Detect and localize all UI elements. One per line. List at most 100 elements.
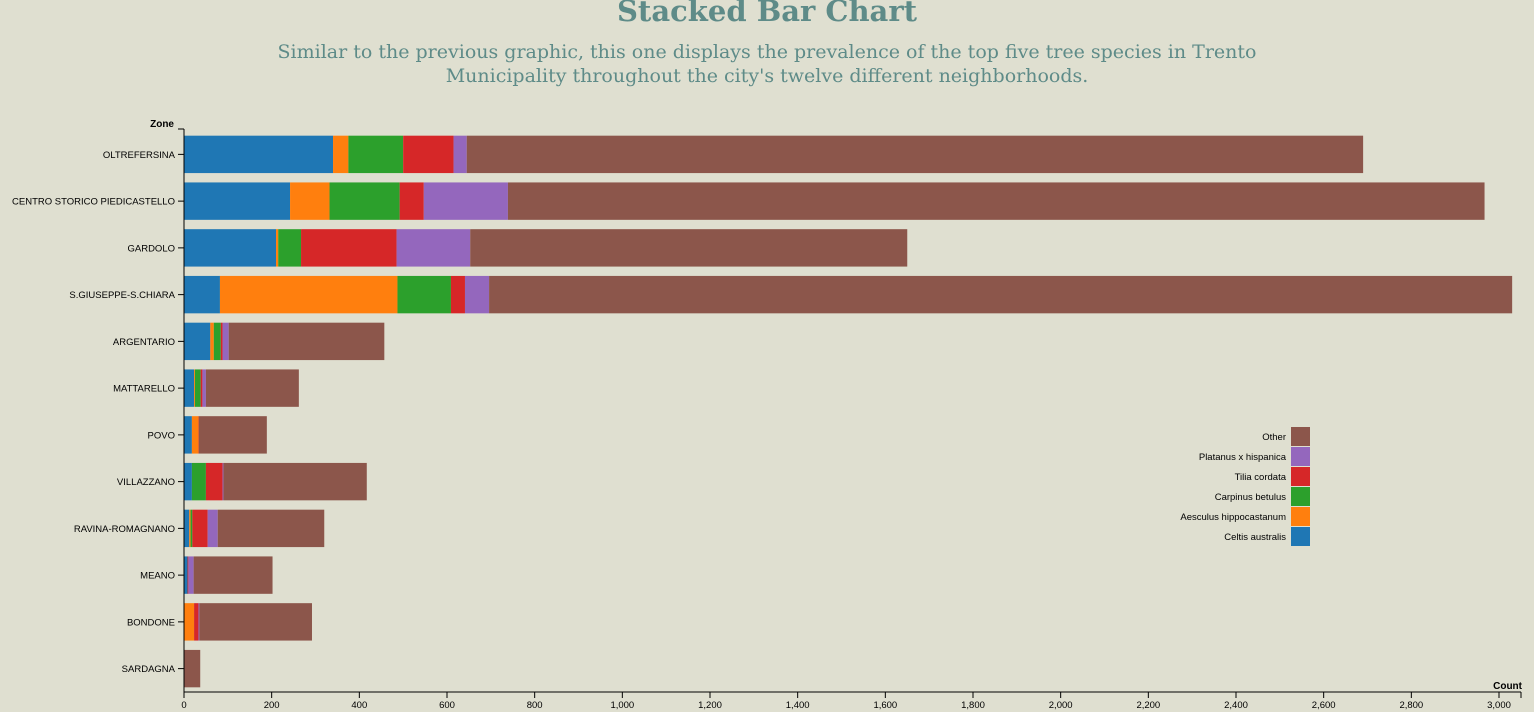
x-tick-label: 200	[264, 700, 280, 711]
bar-segment	[184, 556, 188, 594]
bar-segment	[189, 509, 191, 548]
bar-segment	[184, 416, 192, 454]
bar-segment	[205, 462, 223, 501]
bar-segment	[184, 462, 192, 501]
x-axis-label: Count	[1493, 681, 1523, 692]
x-tick-label: 2,800	[1399, 700, 1423, 711]
y-tick-label: VILLAZZANO	[117, 477, 175, 488]
bar-segment	[184, 603, 195, 641]
legend-item: Other	[1262, 427, 1310, 446]
bar-segment	[194, 369, 201, 407]
bar-segment	[219, 275, 398, 314]
bar-segment	[210, 322, 214, 361]
y-axis-label: Zone	[150, 119, 174, 130]
x-tick-label: 1,400	[786, 700, 810, 711]
bar-group-s-giuseppe-s-chiara	[184, 275, 1513, 314]
y-tick-label: RAVINA-ROMAGNANO	[74, 524, 175, 535]
bar-segment	[217, 509, 325, 548]
y-tick-label: BONDONE	[127, 617, 175, 628]
bar-segment	[399, 182, 424, 220]
bar-segment	[187, 556, 189, 594]
x-tick-label: 400	[351, 700, 367, 711]
legend-label: Platanus x hispanica	[1199, 452, 1287, 463]
bar-group-ravina-romagnano	[184, 509, 325, 548]
bar-segment	[205, 369, 299, 407]
bar-segment	[222, 322, 229, 361]
legend-label: Celtis australis	[1224, 532, 1286, 543]
legend-item: Celtis australis	[1224, 527, 1310, 546]
x-tick-label: 2,200	[1136, 700, 1160, 711]
legend-swatch	[1291, 507, 1310, 526]
legend-swatch	[1291, 467, 1310, 486]
bar-segment	[290, 182, 330, 220]
bar-group-sardagna	[184, 649, 201, 688]
legend-item: Tilia cordata	[1235, 467, 1310, 486]
legend-label: Carpinus betulus	[1215, 492, 1287, 503]
legend-swatch	[1291, 447, 1310, 466]
bar-segment	[191, 462, 206, 501]
bar-segment	[470, 229, 908, 267]
bar-segment	[220, 322, 223, 361]
legend-label: Other	[1262, 432, 1286, 443]
y-tick-label: S.GIUSEPPE-S.CHIARA	[69, 290, 175, 301]
bar-segment	[397, 275, 451, 314]
y-tick-label: GARDOLO	[127, 243, 175, 254]
y-tick-label: CENTRO STORICO PIEDICASTELLO	[12, 197, 175, 208]
chart-subtitle: Similar to the previous graphic, this on…	[277, 41, 1257, 87]
y-tick-label: MEANO	[140, 571, 175, 582]
bar-segment	[396, 229, 471, 267]
bar-segment	[184, 649, 201, 688]
bar-segment	[276, 229, 279, 267]
bar-group-meano	[184, 556, 273, 594]
x-axis: Count 0 200 400 600 800 1,000 1,200 1,400 1,600 1…	[181, 681, 1522, 711]
bars-layer	[184, 135, 1513, 688]
bar-segment	[200, 369, 203, 407]
chart-title: Stacked Bar Chart	[616, 0, 917, 28]
bar-segment	[403, 135, 454, 174]
y-tick-label: ARGENTARIO	[113, 337, 175, 348]
x-tick-label: 2,400	[1224, 700, 1248, 711]
bar-segment	[222, 462, 224, 501]
legend-swatch	[1291, 487, 1310, 506]
x-tick-label: 800	[527, 700, 543, 711]
bar-segment	[192, 509, 208, 548]
bar-segment	[202, 369, 206, 407]
x-tick-label: 0	[181, 700, 186, 711]
y-tick-label: POVO	[148, 430, 175, 441]
legend-swatch	[1291, 527, 1310, 546]
bar-segment	[199, 603, 312, 641]
bar-segment	[194, 603, 199, 641]
bar-group-mattarello	[184, 369, 299, 407]
bar-segment	[348, 135, 404, 174]
y-tick-label: MATTARELLO	[113, 384, 175, 395]
bar-group-villazzano	[184, 462, 367, 501]
bar-segment	[188, 556, 194, 594]
y-axis: Zone OLTREFERSINA CENTRO STORICO PIEDICAS…	[12, 119, 185, 692]
x-tick-label: 600	[439, 700, 455, 711]
legend-item: Aesculus hippocastanum	[1180, 507, 1310, 526]
legend-item: Platanus x hispanica	[1199, 447, 1310, 466]
bar-segment	[194, 369, 195, 407]
bar-group-argentario	[184, 322, 385, 361]
bar-group-oltrefersina	[184, 135, 1364, 174]
x-tick-label: 1,600	[873, 700, 897, 711]
bar-segment	[184, 135, 334, 174]
bar-segment	[466, 135, 1364, 174]
bar-segment	[489, 275, 1513, 314]
y-tick-label: OLTREFERSINA	[103, 150, 176, 161]
x-tick-label: 1,200	[698, 700, 722, 711]
x-tick-label: 1,800	[961, 700, 985, 711]
x-tick-label: 3,000	[1487, 700, 1511, 711]
bar-segment	[329, 182, 400, 220]
bar-segment	[184, 182, 291, 220]
bar-segment	[464, 275, 490, 314]
bar-group-povo	[184, 416, 267, 454]
legend: Other Platanus x hispanica Tilia cordata Ca…	[1180, 427, 1310, 546]
bar-segment	[198, 416, 267, 454]
bar-segment	[207, 509, 218, 548]
bar-segment	[453, 135, 467, 174]
legend-label: Aesculus hippocastanum	[1180, 512, 1286, 523]
bar-segment	[507, 182, 1485, 220]
